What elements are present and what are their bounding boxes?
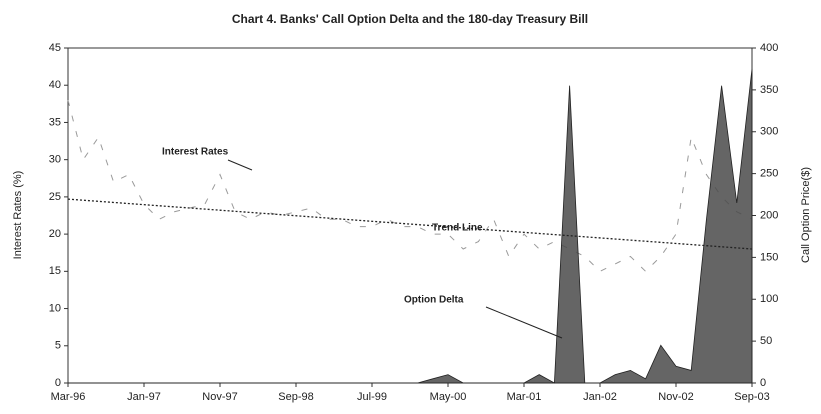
x-tick-label: Nov-02 — [658, 391, 693, 403]
y-axis-label: Interest Rates (%) — [12, 171, 24, 260]
trend-line — [67, 198, 753, 250]
rate-line — [67, 99, 753, 273]
x-tick-label: Sep-03 — [734, 391, 769, 403]
x-tick-label: Mar-96 — [51, 391, 86, 403]
y2-tick-label: 350 — [760, 84, 778, 96]
annotation: Interest Rates — [162, 147, 229, 158]
option-delta-area — [68, 68, 753, 384]
y-tick-label: 35 — [49, 116, 61, 128]
x-tick-label: Nov-97 — [202, 391, 237, 403]
x-tick-label: Sep-98 — [278, 391, 313, 403]
annotation-arrow — [227, 159, 253, 171]
y2-tick-label: 150 — [760, 251, 778, 263]
y-tick-label: 5 — [55, 340, 61, 352]
y2-tick-label: 200 — [760, 209, 778, 221]
y2-axis-label: Call Option Price($) — [800, 167, 812, 263]
plot-frame — [67, 47, 753, 384]
x-tick-label: Jan-02 — [583, 391, 617, 403]
x-tick-label: Jan-97 — [127, 391, 161, 403]
y-tick-label: 15 — [49, 265, 61, 277]
annotation: Trend Line — [432, 223, 483, 234]
chart-title: Chart 4. Banks' Call Option Delta and th… — [232, 12, 588, 26]
y-tick-label: 0 — [55, 377, 61, 389]
y-tick-label: 40 — [49, 79, 61, 91]
y2-tick-label: 0 — [760, 377, 766, 389]
x-tick-label: May-00 — [430, 391, 467, 403]
y-tick-label: 30 — [49, 154, 61, 166]
y-tick-label: 45 — [49, 42, 61, 54]
y2-tick-label: 100 — [760, 293, 778, 305]
annotation-arrow — [485, 306, 563, 339]
y2-tick-label: 300 — [760, 126, 778, 138]
y-tick-label: 25 — [49, 191, 61, 203]
y-tick-label: 10 — [49, 302, 61, 314]
x-tick-label: Mar-01 — [507, 391, 542, 403]
y2-tick-label: 400 — [760, 42, 778, 54]
y2-tick-label: 250 — [760, 168, 778, 180]
y2-tick-label: 50 — [760, 335, 772, 347]
y-tick-label: 20 — [49, 228, 61, 240]
x-tick-label: Jul-99 — [357, 391, 387, 403]
annotation: Option Delta — [404, 295, 464, 306]
